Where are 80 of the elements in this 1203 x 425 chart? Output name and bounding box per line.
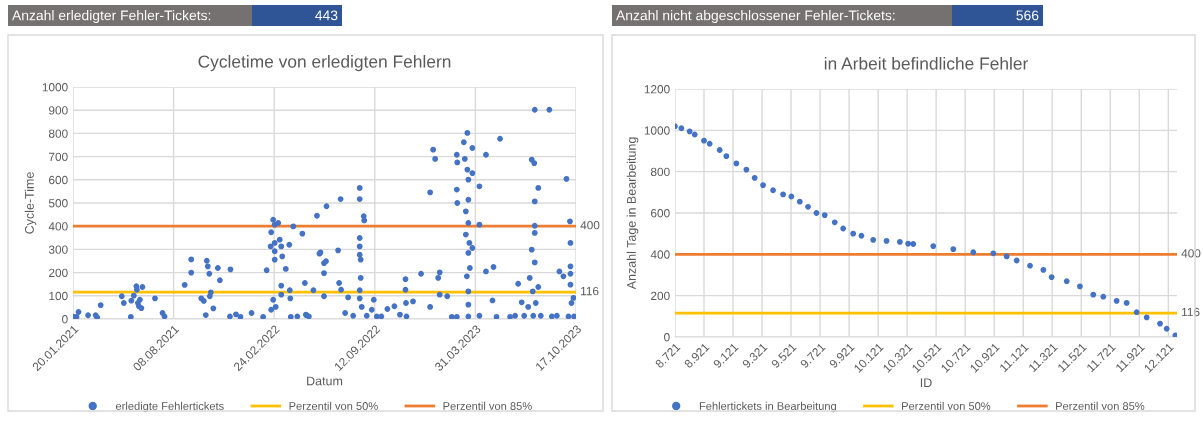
point [1100,293,1107,300]
point [821,212,828,218]
legend-label: Perzentil von 50% [902,401,991,410]
point [883,237,890,244]
point [796,198,803,205]
point [1133,309,1140,316]
y-tick-label: 300 [48,245,68,254]
y-axis-title: Anzahl Tage in Bearbeitung [626,137,639,290]
y-tick-label: 800 [650,167,670,177]
text: Anzahl erledigter Fehler-Tickets: [12,10,211,24]
y-tick-label: 1200 [644,85,670,94]
point [1003,253,1010,260]
point [1143,314,1150,321]
text: 443 [315,10,338,21]
legend-label: Fehlertickets in Bearbeitung [699,401,836,413]
point [970,249,977,256]
point [870,236,877,243]
point [1027,262,1033,269]
y-tick-label: 400 [650,250,670,259]
y-tick-label: 500 [48,199,68,208]
point [896,239,903,245]
point [1157,320,1163,327]
point [1090,291,1097,298]
y-tick-label: 100 [49,291,68,301]
point [1113,297,1120,304]
point [813,210,820,216]
point [678,125,685,132]
y-tick-label: 200 [49,268,68,277]
point [1048,274,1055,280]
point [1063,278,1070,285]
annotation: 400 [580,221,600,230]
annotation: 400 [1181,249,1201,258]
point [751,174,758,181]
point [840,225,847,232]
point [1172,332,1177,337]
y-tick-label: 600 [49,175,68,185]
y-tick-label: 600 [651,209,670,218]
legend-label: Perzentil von 50% [289,401,378,410]
y-tick-label: 200 [651,291,670,301]
point [850,230,857,237]
x-axis-title: Datum [307,376,343,386]
point [716,147,723,153]
point [723,153,730,160]
point [770,187,776,194]
chart-title: in Arbeit befindliche Fehler [824,56,1029,70]
point [831,219,838,226]
point [760,182,766,189]
point [805,203,811,210]
point [733,160,740,167]
y-tick-label: 1000 [644,126,670,135]
y-tick-label: 0 [664,333,670,342]
annotation: 116 [1182,307,1200,317]
y-tick-label: 1000 [42,83,68,92]
text: 566 [1016,10,1039,21]
point [780,191,787,198]
y-axis-title: Cycle-Time [24,172,37,234]
point [743,166,750,173]
point [1040,266,1047,273]
legend-label: erledigte Fehlertickets [115,401,224,413]
y-tick-label: 700 [49,152,68,161]
annotation: 116 [581,286,599,296]
point [686,128,693,135]
point [701,137,707,144]
legend-label: Perzentil von 85% [1056,401,1145,410]
chart-title: Cycletime von erledigten Fehlern [198,54,451,72]
point [1123,299,1130,306]
point [950,246,957,253]
y-tick-label: 900 [49,106,68,115]
point [706,140,713,147]
legend-label: Perzentil von 85% [443,401,532,410]
point [930,243,937,249]
text: Anzahl nicht abgeschlossener Fehler-Tickets: [616,10,895,24]
point [1163,325,1170,332]
point [1077,283,1083,290]
y-tick-label: 400 [48,222,68,231]
point [910,241,917,247]
x-axis-title: ID [920,378,932,388]
y-tick-label: 800 [48,129,68,138]
point [990,250,997,257]
y-tick-label: 0 [62,315,68,324]
